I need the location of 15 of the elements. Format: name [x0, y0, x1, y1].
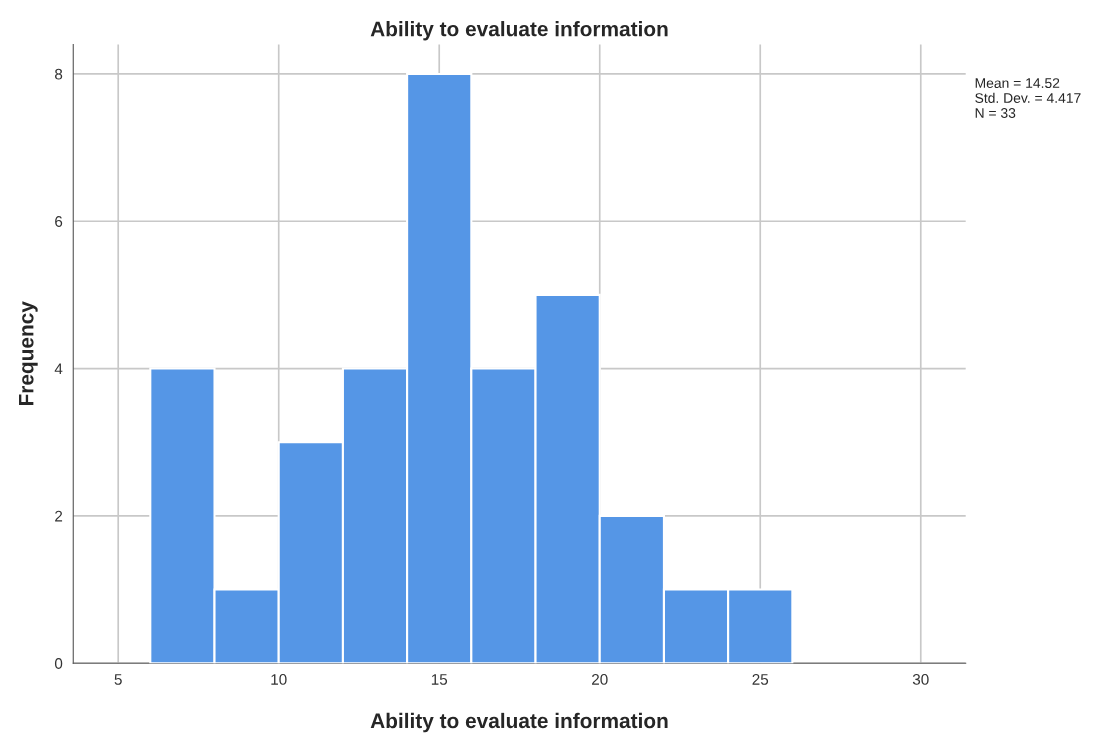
y-axis-title: Frequency: [19, 301, 38, 406]
y-tick-label: 2: [55, 510, 63, 522]
x-tick-label: 30: [912, 674, 929, 685]
y-tick-label: 8: [55, 68, 63, 80]
chart-title: Ability to evaluate information: [370, 21, 668, 41]
y-tick-label: 0: [54, 658, 63, 669]
x-tick-label: 5: [114, 674, 122, 685]
x-tick-label: 25: [752, 674, 769, 685]
y-tick-label: 6: [55, 216, 63, 227]
x-tick-label: 15: [431, 674, 448, 685]
x-tick-label: 20: [592, 674, 608, 685]
x-tick-label: 10: [271, 674, 287, 685]
x-axis-title: Ability to evaluate information: [370, 712, 668, 733]
text: Mean = 14.52 Std. Dev. = 4.417 N = 33: [975, 78, 1081, 118]
y-tick-label: 4: [54, 363, 63, 375]
